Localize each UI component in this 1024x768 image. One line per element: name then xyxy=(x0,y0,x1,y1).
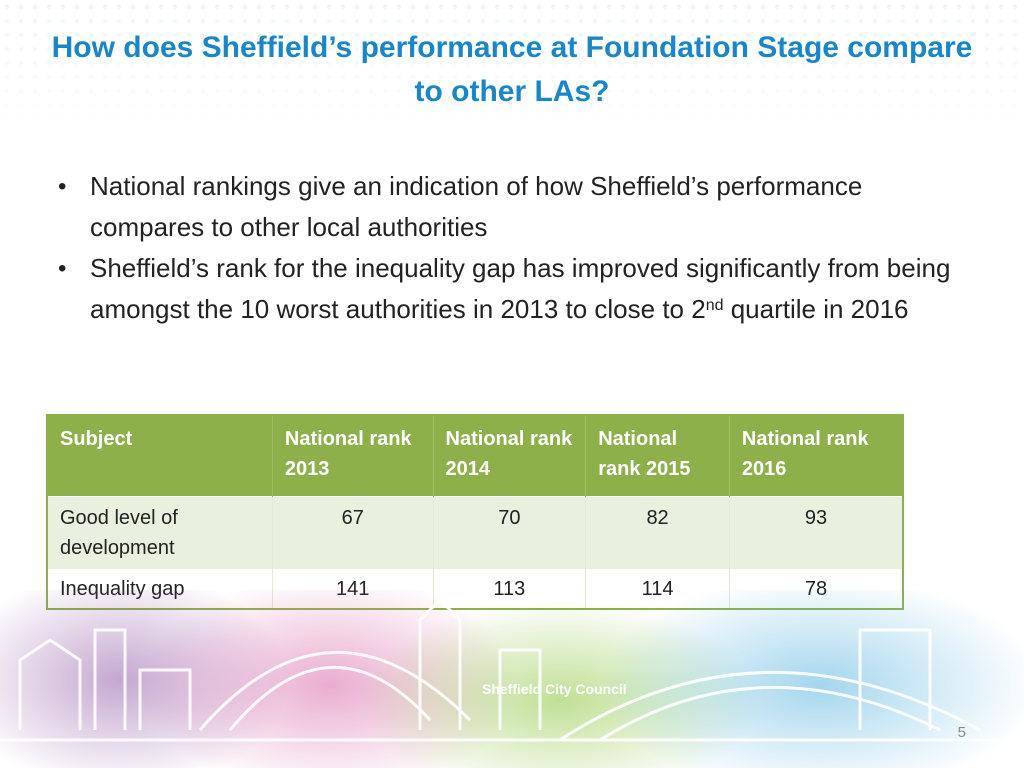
bullet-text: Sheffield’s rank for the inequality gap … xyxy=(90,253,951,324)
cell-rank: 67 xyxy=(272,496,434,570)
council-logo-text: Sheffield City Council xyxy=(482,681,627,697)
bullet-item: • Sheffield’s rank for the inequality ga… xyxy=(56,248,956,330)
cell-rank: 70 xyxy=(433,496,587,570)
cell-rank: 93 xyxy=(729,496,904,570)
page-number: 5 xyxy=(957,724,966,741)
bullet-item: • National rankings give an indication o… xyxy=(56,166,956,248)
table-row: Good level of development 67 70 82 93 xyxy=(47,496,904,570)
bullet-list: • National rankings give an indication o… xyxy=(56,166,956,330)
skyline-decoration: Sheffield City Council xyxy=(0,590,1024,768)
header-rank-2013: National rank 2013 xyxy=(272,415,434,497)
header-decoration xyxy=(0,0,1024,140)
cell-subject: Good level of development xyxy=(47,496,273,570)
bullet-icon: • xyxy=(58,255,67,282)
header-rank-2015: National rank 2015 xyxy=(585,415,730,497)
bullet-text: National rankings give an indication of … xyxy=(90,171,863,242)
header-subject: Subject xyxy=(47,415,273,497)
bullet-icon: • xyxy=(58,173,67,200)
cell-rank: 82 xyxy=(585,496,730,570)
ordinal-suffix: nd xyxy=(705,297,724,314)
table-header-row: Subject National rank 2013 National rank… xyxy=(47,415,904,497)
rankings-table: Subject National rank 2013 National rank… xyxy=(46,414,904,610)
slide-title: How does Sheffield’s performance at Foun… xyxy=(51,31,973,108)
header-rank-2014: National rank 2014 xyxy=(433,415,587,497)
header-rank-2016: National rank 2016 xyxy=(729,415,904,497)
bullet-text-tail: quartile in 2016 xyxy=(723,294,909,324)
